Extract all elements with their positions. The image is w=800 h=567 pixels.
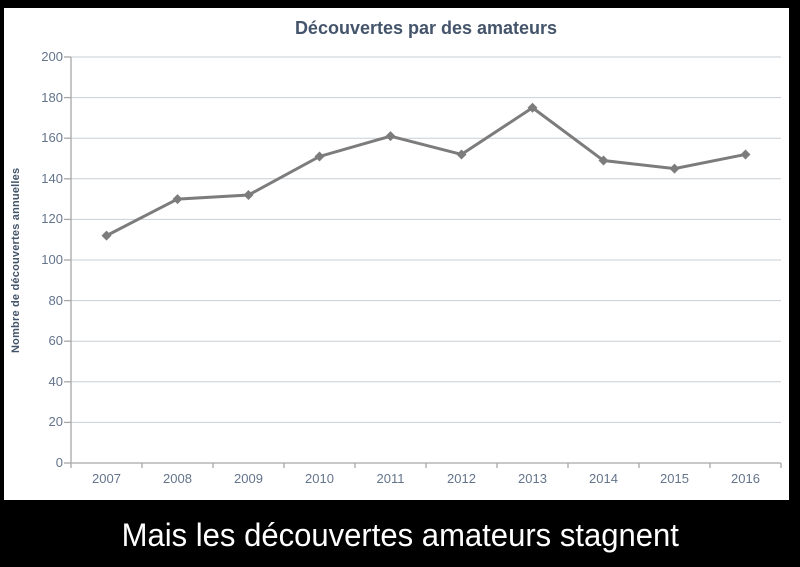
line-chart (64, 56, 782, 468)
x-tick-label: 2016 (731, 471, 760, 486)
x-tick-label: 2011 (376, 471, 405, 486)
y-tick-label: 0 (55, 455, 63, 470)
series-line (105, 105, 746, 237)
x-tick-label: 2008 (163, 471, 192, 486)
caption-band: Mais les découvertes amateurs stagnent (0, 500, 800, 567)
y-tick-label: 120 (41, 211, 63, 227)
y-tick-label: 80 (48, 292, 63, 308)
x-tick-label: 2007 (92, 471, 121, 486)
data-point-marker (385, 131, 396, 142)
plot-area: 0 20 40 60 80 100 120 140 160 180 200 2007 2008 2009 2… (41, 49, 782, 486)
chart-title: Découvertes par des amateurs (294, 18, 558, 38)
caption-text: Mais les découvertes amateurs stagnent (121, 517, 679, 553)
data-point-marker (669, 163, 680, 174)
x-tick-label: 2015 (660, 471, 689, 486)
y-tick-label: 60 (48, 333, 63, 349)
chart-panel: Découvertes par des amateurs Nombre de d… (4, 8, 789, 500)
data-point-marker (456, 149, 467, 160)
x-tick-label: 2010 (305, 471, 334, 486)
y-tick-label: 140 (41, 170, 63, 186)
x-tick-label: 2013 (518, 471, 547, 486)
y-tick-label: 40 (48, 373, 63, 389)
data-point-marker (740, 149, 751, 160)
y-tick-label: 100 (41, 252, 63, 267)
data-point-marker (172, 194, 183, 205)
x-tick-label: 2009 (234, 471, 263, 486)
data-point-marker (101, 230, 112, 241)
data-point-marker (527, 102, 538, 113)
x-tick-label: 2012 (447, 471, 476, 486)
x-tick-label: 2014 (589, 471, 618, 486)
y-tick-label: 20 (48, 414, 63, 430)
y-tick-label: 200 (41, 49, 63, 64)
y-tick-label: 160 (41, 130, 63, 146)
y-tick-label: 180 (41, 89, 63, 105)
data-point-marker (598, 155, 609, 166)
data-point-marker (243, 190, 254, 201)
data-point-marker (314, 151, 325, 162)
